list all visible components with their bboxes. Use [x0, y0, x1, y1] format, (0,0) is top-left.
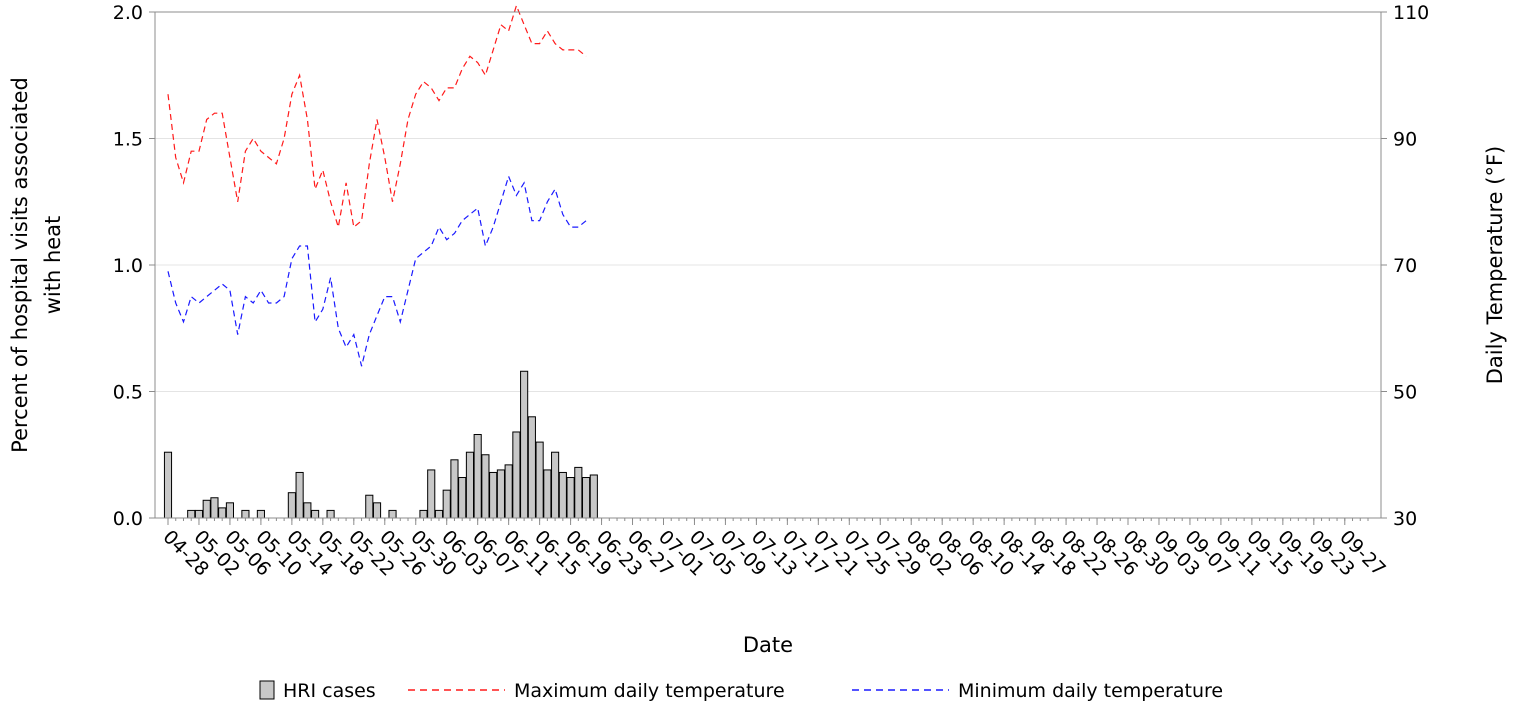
legend-label-min: Minimum daily temperature	[958, 680, 1223, 702]
legend: HRI cases Maximum daily temperature Mini…	[259, 680, 1223, 702]
hri-bar	[303, 502, 312, 519]
hri-bar	[311, 509, 320, 519]
min-temp-line	[167, 174, 587, 367]
hri-bar	[163, 451, 173, 519]
y2-axis-title: Daily Temperature (°F)	[1483, 146, 1507, 384]
temperature-lines	[167, 3, 587, 367]
y-tick-label: 1.0	[113, 255, 143, 277]
y2-tick-label: 50	[1393, 382, 1417, 404]
y-tick-label: 2.0	[113, 2, 143, 24]
hri-bar	[512, 431, 521, 519]
y-axis-left: 0.0 0.5 1.0 1.5 2.0	[113, 2, 155, 530]
hri-bar	[210, 497, 219, 519]
hri-bars	[163, 370, 598, 519]
x-axis: 04-2805-0205-0605-1005-1405-1805-2205-26…	[158, 518, 1390, 581]
hri-bar	[241, 509, 250, 519]
y-tick-label: 1.5	[113, 129, 143, 151]
hri-bar	[504, 464, 513, 519]
hri-bar	[473, 434, 482, 519]
hri-bar	[496, 469, 505, 519]
hri-bar	[202, 499, 211, 519]
hri-bar	[566, 477, 575, 519]
hri-bar	[543, 469, 552, 519]
y-axis-right: 30 50 70 90 110	[1381, 2, 1429, 530]
hri-bar	[225, 502, 234, 519]
hri-bar	[551, 451, 560, 519]
hri-bar	[372, 502, 382, 519]
hri-bar	[527, 416, 536, 519]
hri-bar	[218, 507, 227, 519]
y-tick-label: 0.0	[113, 508, 143, 530]
hri-bar	[458, 477, 467, 519]
legend-label-hri: HRI cases	[283, 680, 376, 702]
hri-bar	[442, 489, 451, 519]
hri-bar	[520, 370, 529, 519]
hri-bar	[194, 509, 204, 519]
max-temp-line	[167, 3, 587, 229]
hri-bar	[365, 494, 374, 519]
y2-tick-label: 90	[1393, 129, 1417, 151]
hri-bar	[481, 454, 490, 519]
hri-bar	[465, 451, 474, 519]
hri-bar	[582, 477, 591, 519]
y2-tick-label: 110	[1393, 2, 1429, 24]
hri-bar	[287, 492, 296, 519]
hri-bar	[326, 509, 335, 519]
hri-bar	[574, 466, 583, 519]
gridlines	[155, 138, 1381, 392]
hri-bar	[419, 509, 428, 519]
y-axis-title-line-1: Percent of hospital visits associated	[8, 77, 32, 453]
hri-bar	[535, 441, 544, 519]
hri-bar	[434, 509, 444, 519]
hri-bar	[256, 509, 265, 519]
hri-bar	[295, 471, 304, 519]
hri-bar	[589, 474, 598, 519]
y2-tick-label: 30	[1393, 508, 1417, 530]
hri-bar	[489, 471, 498, 519]
hri-bar	[450, 459, 459, 519]
hri-bar	[427, 469, 436, 519]
legend-swatch-hri	[259, 680, 275, 700]
hri-bar	[187, 509, 196, 519]
y-tick-label: 0.5	[113, 382, 143, 404]
y2-tick-label: 70	[1393, 255, 1417, 277]
legend-label-max: Maximum daily temperature	[514, 680, 785, 702]
x-axis-title: Date	[743, 633, 793, 657]
y-axis-title-line-2: with heat	[41, 216, 65, 315]
hri-bar	[558, 471, 567, 519]
hri-bar	[388, 509, 397, 519]
